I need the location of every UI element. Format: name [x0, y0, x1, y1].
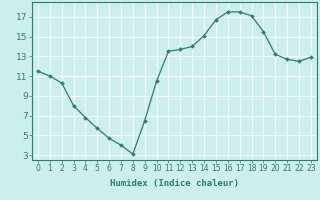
- X-axis label: Humidex (Indice chaleur): Humidex (Indice chaleur): [110, 179, 239, 188]
